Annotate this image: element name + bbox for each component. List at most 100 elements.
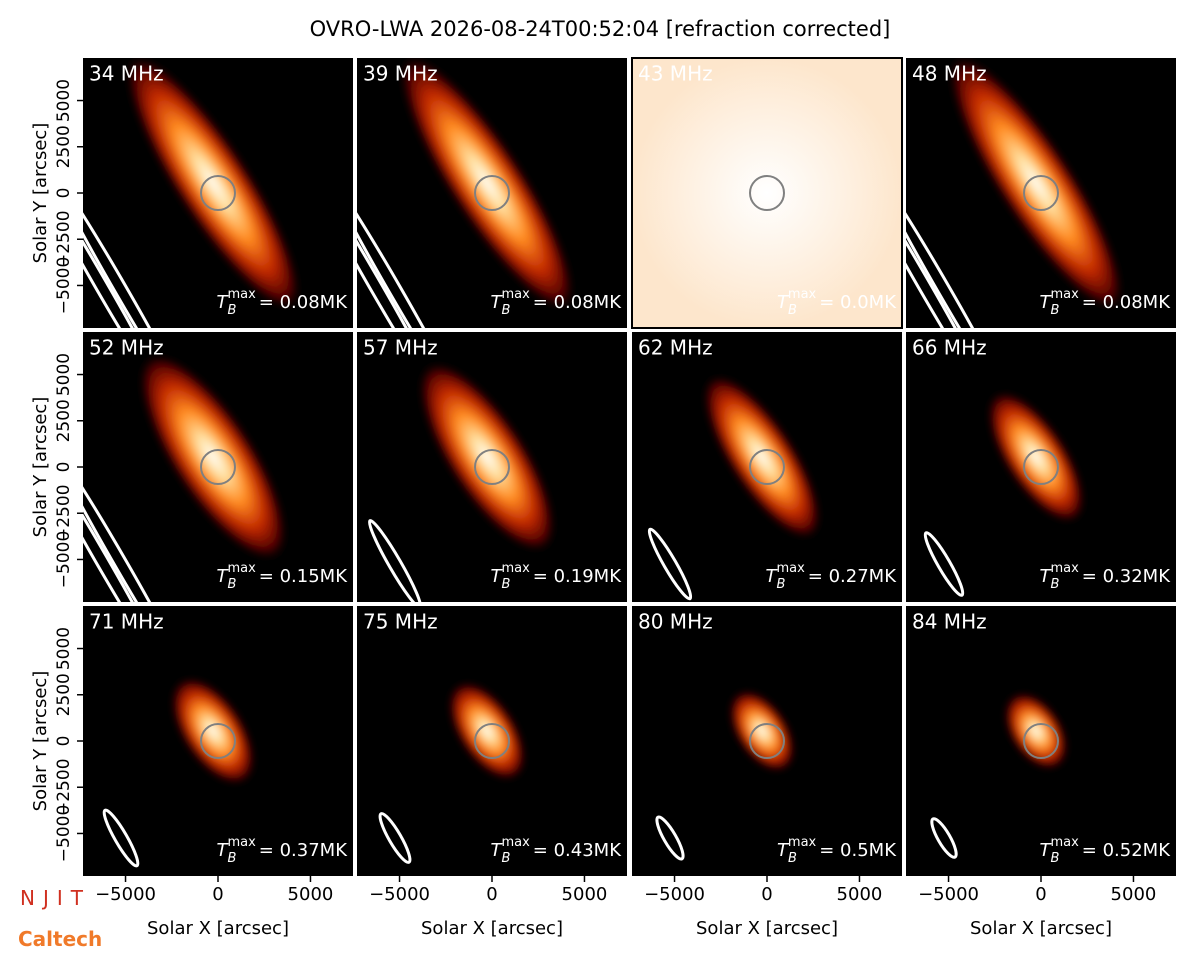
tb-value: = 0.32MK [1082, 566, 1171, 587]
tb-max-label: TBmax = 0.08MK [491, 287, 623, 318]
tb-sup: max [1050, 835, 1079, 850]
y-tick-label: −2500 [54, 758, 74, 816]
frequency-label: 84 MHz [912, 610, 987, 634]
tb-symbol: T [766, 566, 779, 587]
beam [906, 175, 1011, 328]
tb-sub: B [777, 577, 786, 592]
tb-sub: B [228, 303, 237, 318]
x-tick-label: 5000 [1111, 884, 1157, 905]
y-tick-label: −2500 [54, 210, 74, 268]
frequency-label: 43 MHz [638, 62, 713, 86]
y-tick-label: −5000 [54, 257, 74, 315]
frequency-label: 39 MHz [363, 62, 438, 86]
emission [729, 690, 795, 772]
tb-symbol: T [491, 840, 504, 861]
tb-sub: B [1051, 303, 1060, 318]
tb-max-label: TBmax = 0.52MK [1040, 835, 1172, 866]
emission [399, 58, 575, 311]
tb-max-label: TBmax = 0.5MK [777, 835, 897, 866]
tb-max-label: TBmax = 0.15MK [217, 561, 349, 592]
y-tick-label: 2500 [54, 125, 74, 168]
beam [357, 175, 462, 328]
emission [1004, 693, 1068, 769]
tb-sup: max [788, 835, 817, 850]
y-tick-label: 5000 [54, 353, 74, 396]
frequency-label: 75 MHz [363, 610, 438, 634]
tb-sup: max [501, 561, 530, 576]
panel: 34 MHz TBmax = 0.08MK −5000−2500 0 2500 5000So… [30, 58, 353, 328]
panel: 57 MHz TBmax = 0.19MK [357, 332, 627, 602]
panel-image [906, 606, 1176, 876]
frequency-label: 71 MHz [89, 610, 164, 634]
frequency-label: 66 MHz [912, 336, 987, 360]
solar-disk [1023, 449, 1059, 485]
tb-sub: B [1051, 851, 1060, 866]
panel-image [83, 606, 353, 876]
solar-disk [749, 175, 785, 211]
beam [83, 175, 188, 328]
panel-image [906, 332, 1176, 602]
frequency-label: 62 MHz [638, 336, 713, 360]
y-tick-label: −2500 [54, 484, 74, 542]
emission [448, 682, 526, 780]
beam [647, 527, 693, 601]
x-axis-label: Solar X [arcsec] [696, 918, 838, 939]
tb-sup: max [1050, 561, 1079, 576]
panel-image [357, 332, 627, 602]
y-tick-label: 5000 [54, 79, 74, 122]
frequency-label: 34 MHz [89, 62, 164, 86]
tb-sub: B [502, 303, 511, 318]
x-axis-label: Solar X [arcsec] [970, 918, 1112, 939]
tb-value: = 0.43MK [533, 840, 622, 861]
frequency-label: 80 MHz [638, 610, 713, 634]
tb-sub: B [502, 851, 511, 866]
x-tick-label: −5000 [95, 884, 156, 905]
y-tick-label: −5000 [54, 805, 74, 863]
tb-sup: max [501, 287, 530, 302]
tb-sub: B [788, 303, 797, 318]
logo-caltech: Caltech [18, 927, 102, 951]
y-tick-label: 5000 [54, 627, 74, 670]
x-tick-label: 5000 [562, 884, 608, 905]
tb-sup: max [776, 561, 805, 576]
tb-max-label: TBmax = 0.27MK [766, 561, 898, 592]
panel: 62 MHz TBmax = 0.27MK [632, 332, 902, 602]
figure-title: OVRO-LWA 2026-08-24T00:52:04 [refraction… [310, 17, 891, 41]
frequency-label: 57 MHz [363, 336, 438, 360]
panel-frame [631, 57, 903, 329]
solar-disk [1023, 723, 1059, 759]
tb-sub: B [502, 577, 511, 592]
y-tick-label: 2500 [54, 399, 74, 442]
tb-value: = 0.08MK [1082, 292, 1171, 313]
tb-sup: max [501, 835, 530, 850]
tb-max-label: TBmax = 0.08MK [217, 287, 349, 318]
tb-value: = 0.27MK [808, 566, 897, 587]
tb-max-label: TBmax = 0.32MK [1040, 561, 1172, 592]
emission [419, 362, 555, 552]
beam [378, 812, 412, 864]
tb-value: = 0.37MK [259, 840, 348, 861]
y-axis-label: Solar Y [arcsec] [30, 123, 51, 264]
x-tick-label: −5000 [369, 884, 430, 905]
y-tick-label: 0 [54, 736, 74, 747]
tb-max-label: TBmax = 0.37MK [217, 835, 349, 866]
x-tick-label: 0 [761, 884, 772, 905]
x-tick-label: 0 [212, 884, 223, 905]
panel-image [357, 606, 627, 876]
beam [367, 519, 423, 602]
beam [930, 817, 958, 859]
tb-symbol: T [1040, 840, 1053, 861]
y-tick-label: −5000 [54, 531, 74, 589]
tb-sup: max [1050, 287, 1079, 302]
tb-sub: B [228, 577, 237, 592]
tb-value: = 0.19MK [533, 566, 622, 587]
panel: 48 MHz TBmax = 0.08MK [906, 58, 1176, 328]
tb-sub: B [1051, 577, 1060, 592]
tb-symbol: T [217, 292, 230, 313]
x-axis-label: Solar X [arcsec] [421, 918, 563, 939]
emission [139, 354, 287, 560]
emission [988, 392, 1084, 522]
tb-max-label: TBmax = 0.19MK [491, 561, 623, 592]
